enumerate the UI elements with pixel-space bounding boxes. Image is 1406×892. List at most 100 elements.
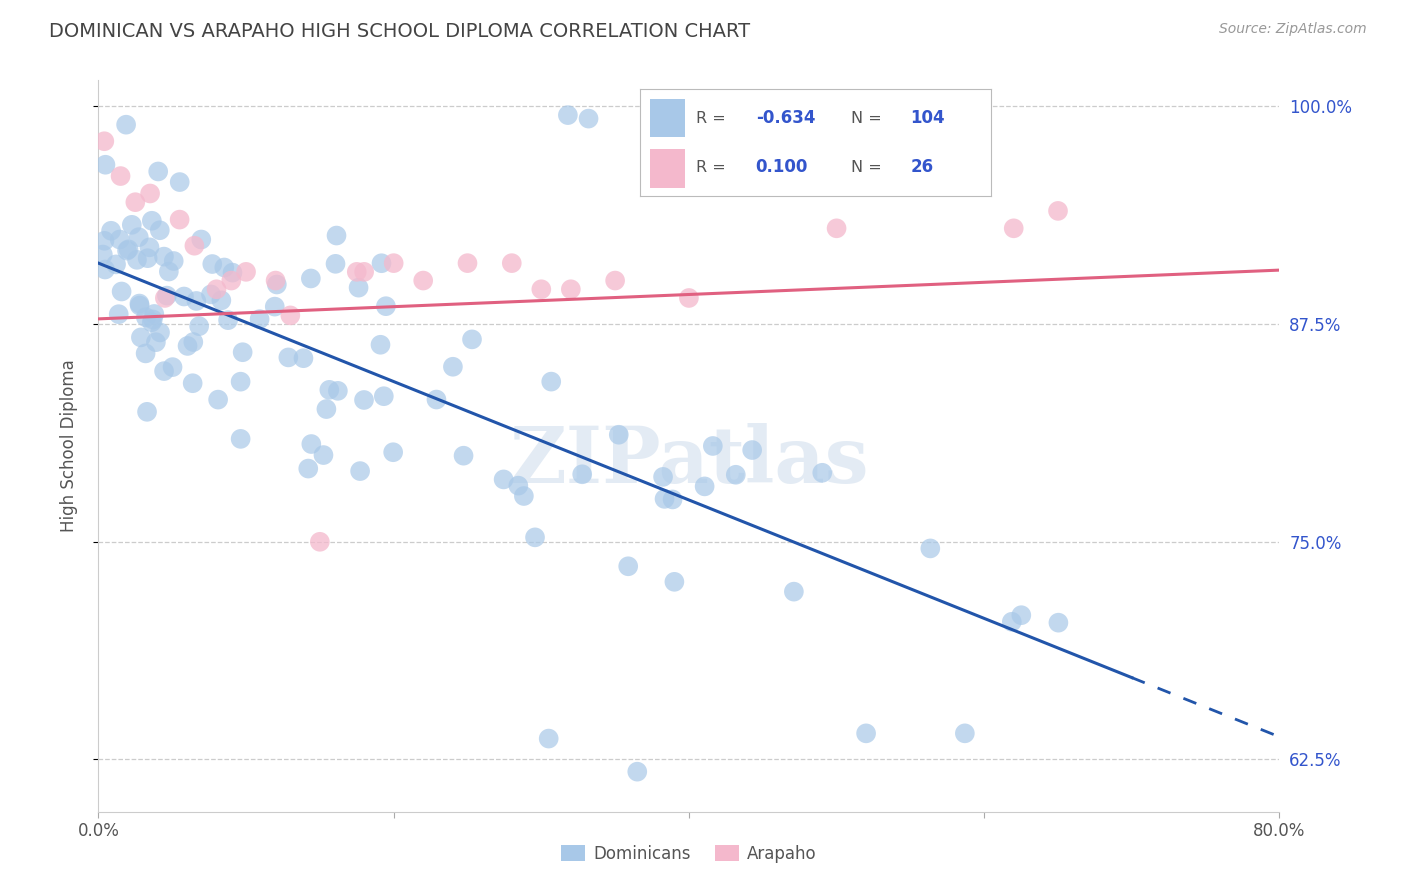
Text: R =: R = — [696, 111, 731, 126]
Text: Source: ZipAtlas.com: Source: ZipAtlas.com — [1219, 22, 1367, 37]
Point — [148, 164, 170, 178]
Point — [299, 437, 322, 451]
Point — [664, 574, 686, 589]
Point — [207, 392, 229, 407]
Text: N =: N = — [851, 111, 887, 126]
Point — [141, 315, 163, 329]
Point — [537, 731, 560, 746]
Point — [783, 584, 806, 599]
Point — [617, 559, 640, 574]
Point — [121, 218, 143, 232]
Point — [277, 351, 299, 365]
Point — [370, 256, 392, 270]
Point — [530, 282, 553, 296]
Point — [457, 256, 479, 270]
Point — [221, 274, 243, 288]
Point — [100, 224, 122, 238]
Point — [115, 118, 138, 132]
Point — [349, 464, 371, 478]
Point — [91, 247, 114, 261]
Point — [249, 312, 271, 326]
Point — [142, 312, 165, 326]
Point — [94, 158, 117, 172]
Point — [661, 492, 683, 507]
Point — [741, 443, 763, 458]
Point — [441, 359, 464, 374]
Point — [93, 134, 115, 148]
Point — [702, 439, 724, 453]
Point — [578, 112, 600, 126]
Point — [209, 293, 232, 308]
Point — [173, 289, 195, 303]
Point — [825, 221, 848, 235]
Text: N =: N = — [851, 160, 887, 175]
Point — [425, 392, 447, 407]
Point — [1046, 203, 1070, 218]
Text: 26: 26 — [911, 159, 934, 177]
Point — [183, 238, 205, 252]
Point — [1010, 608, 1032, 623]
Point — [162, 360, 184, 375]
Point — [382, 445, 405, 459]
Text: 0.100: 0.100 — [756, 159, 808, 177]
Point — [93, 234, 115, 248]
Point — [186, 293, 208, 308]
Point — [346, 265, 368, 279]
Point — [107, 307, 129, 321]
Point — [139, 186, 162, 201]
Point — [128, 296, 150, 310]
Point — [607, 427, 630, 442]
Text: 104: 104 — [911, 109, 945, 127]
Point — [280, 309, 302, 323]
Point — [110, 285, 132, 299]
Point — [513, 489, 536, 503]
Point — [312, 448, 335, 462]
Point — [125, 252, 148, 267]
Point — [325, 257, 347, 271]
Point — [315, 402, 337, 417]
Point — [181, 376, 204, 391]
Point — [110, 169, 132, 183]
Point — [135, 310, 157, 325]
Point — [153, 250, 176, 264]
Point — [201, 257, 224, 271]
Point — [115, 244, 138, 258]
Point — [953, 726, 976, 740]
Point — [181, 334, 204, 349]
Point — [135, 346, 157, 360]
Point — [94, 262, 117, 277]
Point — [141, 213, 163, 227]
Point — [149, 223, 172, 237]
Point — [229, 432, 252, 446]
Point — [153, 291, 176, 305]
Point — [373, 389, 395, 403]
Point — [461, 332, 484, 346]
Point — [149, 326, 172, 340]
Point — [353, 265, 375, 279]
Point — [292, 351, 315, 366]
Point — [382, 256, 405, 270]
Point — [266, 277, 288, 292]
Y-axis label: High School Diploma: High School Diploma — [59, 359, 77, 533]
Point — [188, 319, 211, 334]
Point — [370, 337, 392, 351]
Point — [605, 274, 627, 288]
Point — [128, 299, 150, 313]
Point — [524, 530, 547, 544]
Point — [169, 175, 191, 189]
Point — [855, 726, 877, 740]
Point — [412, 274, 434, 288]
Point — [153, 364, 176, 378]
Point — [453, 449, 475, 463]
Point — [318, 383, 340, 397]
Point — [136, 251, 159, 265]
Point — [1001, 615, 1024, 629]
Point — [652, 470, 675, 484]
Point — [1047, 615, 1070, 630]
Point — [508, 478, 530, 492]
Point — [325, 228, 347, 243]
Legend: Dominicans, Arapaho: Dominicans, Arapaho — [554, 838, 824, 869]
Point — [214, 260, 236, 275]
Point — [205, 282, 228, 296]
Text: DOMINICAN VS ARAPAHO HIGH SCHOOL DIPLOMA CORRELATION CHART: DOMINICAN VS ARAPAHO HIGH SCHOOL DIPLOMA… — [49, 22, 751, 41]
